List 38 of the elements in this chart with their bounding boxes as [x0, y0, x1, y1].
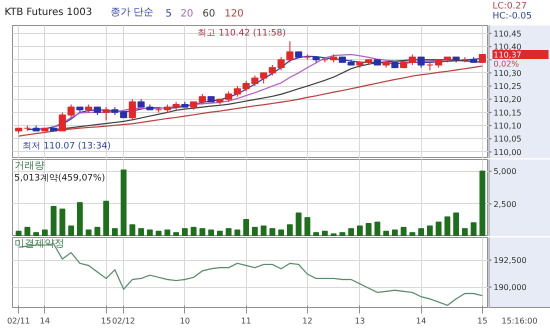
y-tick-label: 110,00 — [494, 148, 522, 157]
text: LC:0.27 — [492, 2, 527, 12]
text: 5 — [166, 8, 172, 20]
x-tick-label: 13 — [354, 316, 365, 326]
y-tick-label: 110,05 — [494, 134, 522, 144]
x-tick-label: 14 — [40, 316, 50, 326]
text: 0,02% — [494, 59, 520, 68]
x-tick-label: 15 — [477, 316, 488, 326]
y-tick-label: 190,000 — [494, 283, 527, 292]
x-tick-label: 02/11 — [7, 316, 30, 326]
text: 110,37 — [494, 50, 522, 60]
annotation: 최저 110.07 (13:34) — [22, 141, 111, 152]
annotation: 5,013계약(459,07%) — [14, 174, 106, 184]
legend-title: 종가 단순 — [110, 7, 154, 18]
y-tick-label: 110,30 — [494, 68, 522, 78]
chart-title: KTB Futures 1003 — [4, 7, 92, 18]
x-tick-label: 14 — [416, 316, 426, 326]
y-tick-label: 110,15 — [494, 108, 522, 118]
text: 60 — [202, 8, 216, 20]
x-tick-label: 10 — [180, 316, 190, 326]
x-tick-label: 11 — [241, 316, 252, 326]
y-tick-label: 110,25 — [494, 82, 522, 92]
text: 20 — [180, 8, 194, 20]
y-tick-label: 110,40 — [494, 42, 522, 52]
x-tick-label: 02/12 — [112, 316, 136, 326]
text: 15:16:00 — [502, 316, 538, 326]
annotation: 최고 110.42 (11:58) — [198, 28, 286, 38]
y-tick-label: 2,500 — [494, 200, 516, 209]
y-tick-label: 110,20 — [494, 95, 522, 104]
text: HC:-0.05 — [492, 12, 532, 22]
text: 120 — [224, 8, 244, 20]
x-tick-label: 15 — [101, 316, 112, 326]
x-tick-label: 12 — [302, 316, 312, 326]
y-tick-label: 110,10 — [494, 122, 522, 131]
y-tick-label: 192,500 — [494, 256, 527, 266]
y-tick-label: 110,45 — [494, 29, 522, 38]
y-tick-label: 5,000 — [494, 167, 516, 176]
chart-title: 거래량 — [14, 160, 44, 172]
